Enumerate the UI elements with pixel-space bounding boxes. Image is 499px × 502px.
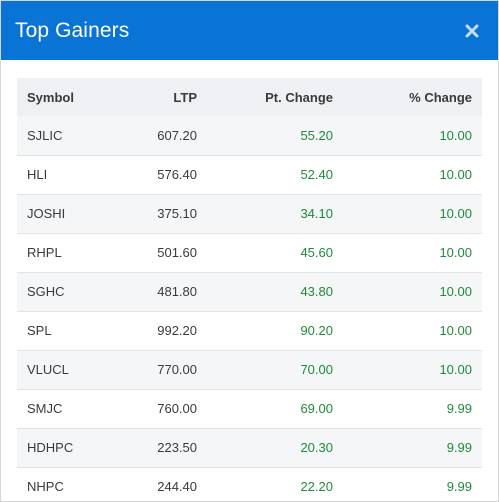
cell-pt-change: 45.60 bbox=[207, 233, 343, 273]
cell-symbol: RHPL bbox=[17, 233, 135, 273]
cell-pct-change: 9.99 bbox=[343, 428, 482, 468]
table-row[interactable]: HLI 576.40 52.40 10.00 bbox=[17, 155, 482, 195]
header-ltp[interactable]: LTP bbox=[173, 89, 197, 105]
table-row[interactable]: SPL 992.20 90.20 10.00 bbox=[17, 311, 482, 351]
cell-pt-change: 20.30 bbox=[207, 428, 343, 468]
cell-pt-change: 43.80 bbox=[207, 272, 343, 312]
table-row[interactable]: HDHPC 223.50 20.30 9.99 bbox=[17, 428, 482, 468]
cell-symbol: SMJC bbox=[17, 389, 135, 429]
cell-ltp: 481.80 bbox=[135, 272, 207, 312]
cell-ltp: 223.50 bbox=[135, 428, 207, 468]
table-row[interactable]: NHPC 244.40 22.20 9.99 bbox=[17, 467, 482, 501]
cell-pt-change: 52.40 bbox=[207, 155, 343, 195]
cell-pt-change: 22.20 bbox=[207, 467, 343, 501]
header-symbol[interactable]: Symbol bbox=[27, 89, 74, 105]
cell-symbol: SJLIC bbox=[17, 116, 135, 156]
header-pct-change[interactable]: % Change bbox=[409, 89, 472, 105]
cell-symbol: HDHPC bbox=[17, 428, 135, 468]
cell-ltp: 760.00 bbox=[135, 389, 207, 429]
cell-pct-change: 10.00 bbox=[343, 350, 482, 390]
cell-ltp: 607.20 bbox=[135, 116, 207, 156]
cell-ltp: 770.00 bbox=[135, 350, 207, 390]
close-icon bbox=[465, 24, 479, 37]
table-row[interactable]: SJLIC 607.20 55.20 10.00 bbox=[17, 116, 482, 156]
modal-title: Top Gainers bbox=[15, 18, 130, 42]
cell-symbol: SPL bbox=[17, 311, 135, 351]
table-header-row: Symbol LTP Pt. Change % Change bbox=[17, 78, 482, 116]
cell-symbol: NHPC bbox=[17, 467, 135, 501]
modal-body: Symbol LTP Pt. Change % Change SJLIC 607.… bbox=[1, 60, 498, 501]
cell-pct-change: 9.99 bbox=[343, 389, 482, 429]
close-button[interactable] bbox=[462, 21, 482, 41]
cell-ltp: 501.60 bbox=[135, 233, 207, 273]
table-body: SJLIC 607.20 55.20 10.00 HLI 576.40 52.40 10.00… bbox=[17, 116, 482, 501]
cell-ltp: 576.40 bbox=[135, 155, 207, 195]
table-row[interactable]: RHPL 501.60 45.60 10.00 bbox=[17, 233, 482, 273]
cell-pct-change: 10.00 bbox=[343, 311, 482, 351]
table-row[interactable]: VLUCL 770.00 70.00 10.00 bbox=[17, 350, 482, 390]
cell-symbol: SGHC bbox=[17, 272, 135, 312]
table-row[interactable]: JOSHI 375.10 34.10 10.00 bbox=[17, 194, 482, 234]
cell-pt-change: 34.10 bbox=[207, 194, 343, 234]
cell-pct-change: 10.00 bbox=[343, 272, 482, 312]
cell-pct-change: 10.00 bbox=[343, 116, 482, 156]
cell-pct-change: 10.00 bbox=[343, 233, 482, 273]
cell-pct-change: 10.00 bbox=[343, 155, 482, 195]
cell-pct-change: 10.00 bbox=[343, 194, 482, 234]
cell-symbol: JOSHI bbox=[17, 194, 135, 234]
cell-pt-change: 55.20 bbox=[207, 116, 343, 156]
cell-ltp: 992.20 bbox=[135, 311, 207, 351]
gainers-table: Symbol LTP Pt. Change % Change SJLIC 607.… bbox=[17, 78, 482, 501]
table-row[interactable]: SGHC 481.80 43.80 10.00 bbox=[17, 272, 482, 312]
cell-pt-change: 90.20 bbox=[207, 311, 343, 351]
cell-ltp: 244.40 bbox=[135, 467, 207, 501]
cell-symbol: HLI bbox=[17, 155, 135, 195]
header-pt-change[interactable]: Pt. Change bbox=[265, 89, 333, 105]
cell-pct-change: 9.99 bbox=[343, 467, 482, 501]
table-row[interactable]: SMJC 760.00 69.00 9.99 bbox=[17, 389, 482, 429]
cell-pt-change: 69.00 bbox=[207, 389, 343, 429]
cell-ltp: 375.10 bbox=[135, 194, 207, 234]
cell-symbol: VLUCL bbox=[17, 350, 135, 390]
cell-pt-change: 70.00 bbox=[207, 350, 343, 390]
modal-header: Top Gainers bbox=[1, 1, 498, 60]
table-header: Symbol LTP Pt. Change % Change bbox=[17, 78, 482, 116]
